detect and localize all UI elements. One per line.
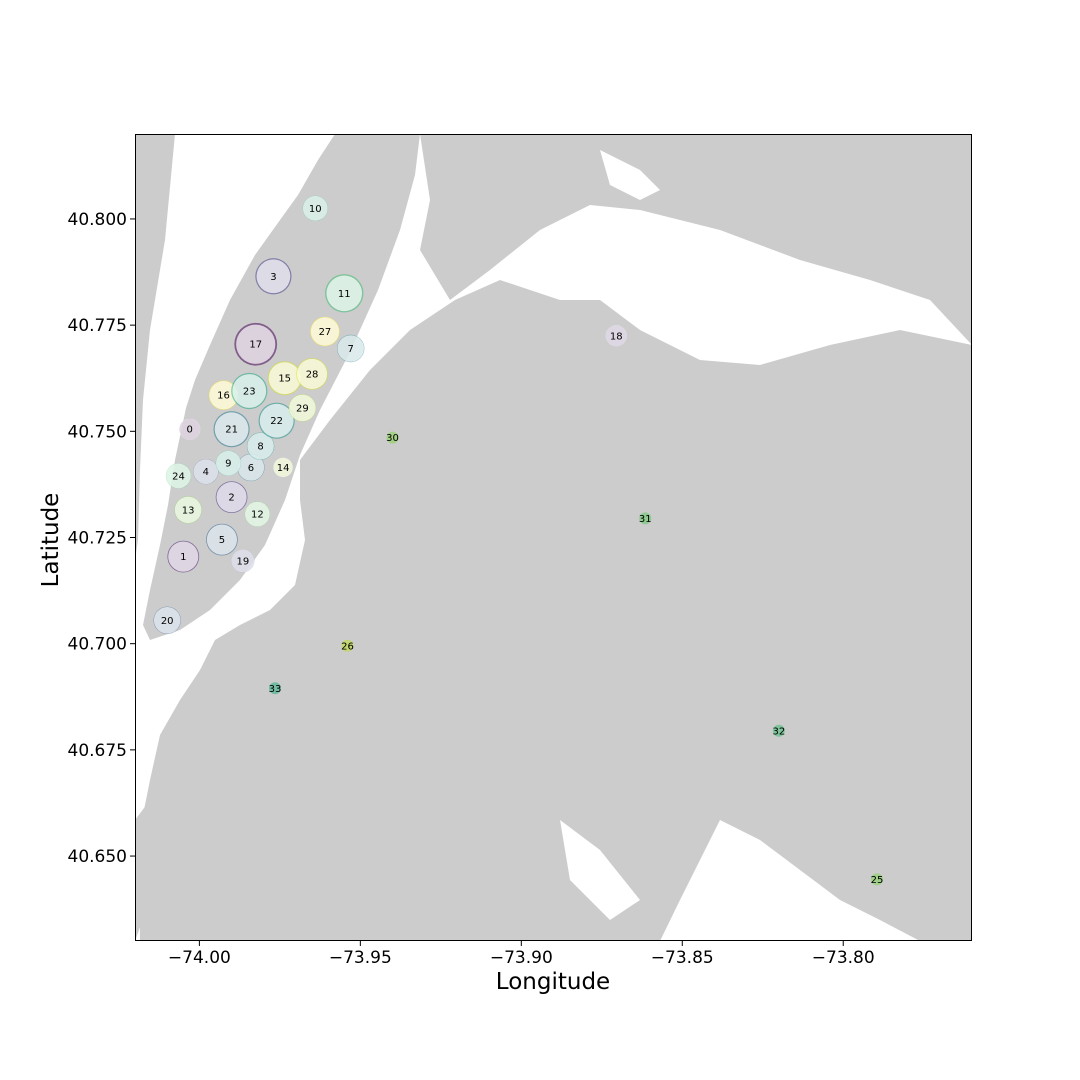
cluster-label: 9 xyxy=(225,459,231,470)
cluster-center-marker xyxy=(244,501,270,527)
y-tick-label: 40.700 xyxy=(68,635,127,655)
cluster-label: 2 xyxy=(228,493,234,504)
cluster-label: 6 xyxy=(248,463,254,474)
cluster-center-marker xyxy=(310,317,340,346)
y-axis: 40.650 40.675 40.700 40.725 40.750 40.775 40.8… xyxy=(68,210,135,867)
cluster-points xyxy=(386,431,399,444)
cluster-label: 29 xyxy=(296,403,309,414)
cluster-label: 12 xyxy=(251,510,264,521)
cluster-label: 24 xyxy=(172,471,185,482)
cluster-label: 23 xyxy=(243,386,256,397)
cluster-label: 7 xyxy=(348,344,354,355)
cluster-label: 27 xyxy=(319,327,332,338)
cluster-center-marker xyxy=(289,394,316,422)
x-tick-label: −73.95 xyxy=(329,948,392,968)
cluster-center-marker xyxy=(302,195,328,221)
cluster-center-marker xyxy=(232,374,267,408)
map-land-bronx xyxy=(420,134,972,345)
cluster-center-marker xyxy=(206,524,238,555)
cluster-points xyxy=(269,682,282,695)
cluster-label: 28 xyxy=(306,369,319,380)
cluster-label: 13 xyxy=(182,505,195,516)
cluster-label: 8 xyxy=(257,442,263,453)
x-tick-label: −73.90 xyxy=(490,948,553,968)
cluster-center-marker xyxy=(268,362,301,395)
cluster-center-marker xyxy=(259,403,294,438)
cluster-points xyxy=(871,873,884,886)
cluster-label: 5 xyxy=(219,535,225,546)
cluster-points xyxy=(772,724,785,737)
cluster-center-marker xyxy=(214,412,249,447)
cluster-center-marker xyxy=(296,358,328,390)
x-tick-label: −74.00 xyxy=(168,948,231,968)
map-water-creek xyxy=(600,150,660,200)
y-axis-title: Latitude xyxy=(38,493,64,588)
cluster-center-marker xyxy=(326,275,363,312)
cluster-points xyxy=(639,512,652,525)
cluster-label: 0 xyxy=(187,425,193,436)
y-tick-label: 40.775 xyxy=(68,316,127,336)
cluster-label: 4 xyxy=(203,467,209,478)
cluster-center-marker xyxy=(237,454,265,481)
cluster-label: 21 xyxy=(225,425,238,436)
cluster-center-marker xyxy=(168,541,199,572)
cluster-label: 19 xyxy=(236,556,249,567)
cluster-center-marker xyxy=(179,418,201,440)
cluster-label: 25 xyxy=(871,875,884,886)
cluster-center-marker xyxy=(273,457,293,478)
x-tick-label: −73.80 xyxy=(812,948,875,968)
x-axis: −74.00 −73.95 −73.90 −73.85 −73.80 xyxy=(168,941,875,968)
cluster-label: 16 xyxy=(217,391,230,402)
y-tick-label: 40.675 xyxy=(68,741,127,761)
cluster-label: 11 xyxy=(338,289,351,300)
cluster-label: 31 xyxy=(639,514,652,525)
cluster-label: 17 xyxy=(249,340,262,351)
cluster-label: 14 xyxy=(277,463,290,474)
cluster-center-marker xyxy=(166,463,191,489)
cluster-label: 15 xyxy=(278,374,291,385)
cluster-center-marker xyxy=(247,432,274,460)
cluster-center-marker xyxy=(236,324,276,364)
cluster-label: 20 xyxy=(161,616,174,627)
cluster-label: 3 xyxy=(270,272,276,283)
cluster-label: 30 xyxy=(386,433,399,444)
cluster-label: 10 xyxy=(309,204,322,215)
cluster-points xyxy=(341,639,354,652)
cluster-label: 26 xyxy=(341,641,354,652)
cluster-center-marker xyxy=(174,496,202,524)
cluster-center-marker xyxy=(215,450,241,476)
y-tick-label: 40.750 xyxy=(68,422,127,442)
cluster-label: 1 xyxy=(180,552,186,563)
cluster-label: 32 xyxy=(772,726,785,737)
map-land-left-edge xyxy=(135,134,175,560)
cluster-label: 22 xyxy=(270,416,283,427)
cluster-center-marker xyxy=(216,482,247,513)
x-axis-title: Longitude xyxy=(496,969,610,995)
map-land-bottom-left xyxy=(135,800,160,941)
cluster-center-marker xyxy=(153,607,181,634)
y-tick-label: 40.650 xyxy=(68,847,127,867)
y-tick-label: 40.800 xyxy=(68,210,127,230)
cluster-center-marker xyxy=(231,549,255,573)
cluster-label: 18 xyxy=(610,331,623,342)
map-land-queens-brooklyn xyxy=(140,280,972,941)
x-tick-label: −73.85 xyxy=(651,948,714,968)
cluster-label: 33 xyxy=(269,684,282,695)
y-tick-label: 40.725 xyxy=(68,529,127,549)
cluster-center-marker xyxy=(605,325,627,347)
cluster-center-marker xyxy=(256,259,291,294)
plot-frame xyxy=(135,134,972,941)
clusters-layer: 0123456789101112131415161718192021222324… xyxy=(153,195,884,886)
cluster-center-marker xyxy=(209,381,238,410)
cluster-center-marker xyxy=(193,459,219,485)
map-water-bay xyxy=(560,820,640,920)
cluster-center-marker xyxy=(337,335,364,362)
